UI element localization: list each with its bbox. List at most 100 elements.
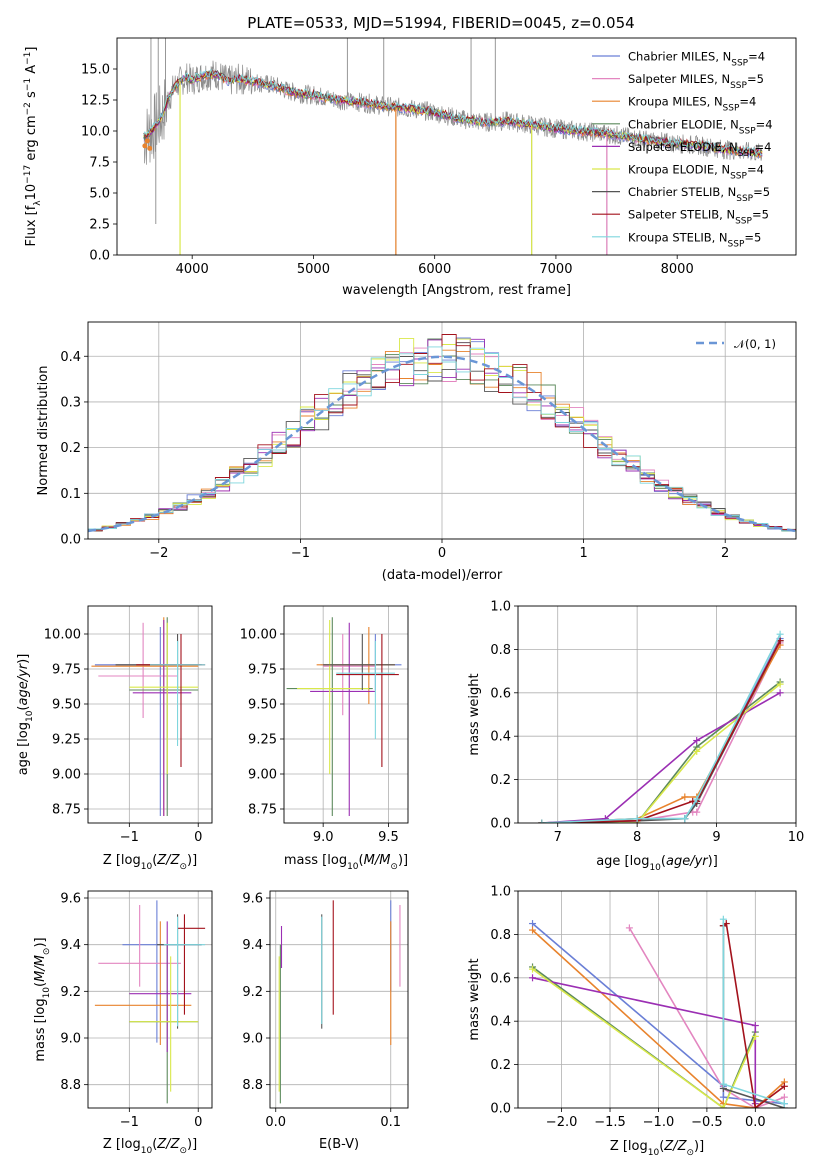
weight-line-salpeter_miles	[541, 642, 781, 823]
x-tick-label: −2	[149, 546, 168, 561]
legend-label-kroupa_elodie-part: =4	[747, 163, 764, 177]
legend-label-chabrier_elodie-part: SSP	[739, 126, 756, 136]
y-axis-label: Flux [fλ10−17 erg cm−2 s−1 A−1]	[23, 47, 43, 247]
legend-label-normal: 𝒩(0, 1)	[734, 337, 776, 351]
x-axis-label-part: (	[661, 854, 666, 869]
legend-label-kroupa_miles-part: Kroupa MILES, N	[628, 95, 723, 109]
axes-mass_vs_z: −1 08.89.09.29.49.6Z [log10(Z/Z⊙)]mass [l…	[33, 890, 213, 1156]
y-axis-label-part: A	[24, 65, 39, 78]
y-axis-label-part: (	[33, 982, 48, 987]
y-tick-label: 10.00	[44, 628, 81, 643]
y-axis-label-part: 10	[25, 710, 35, 722]
x-axis-label-part: 10	[649, 863, 661, 873]
y-tick-label: 8.8	[60, 1078, 81, 1093]
y-tick-label: 0.2	[490, 773, 511, 788]
x-tick-label: 0.1	[380, 1115, 401, 1130]
axes-age_vs_mass: 9.0 9.5 8.75 9.00 9.25 9.50 9.75 10.00 mass [log…	[240, 605, 409, 872]
legend-label-chabrier_stelib: Chabrier STELIB, NSSP=5	[628, 185, 770, 204]
axes-frame	[283, 605, 409, 824]
y-tick-label: 9.0	[242, 1032, 263, 1047]
legend-label-chabrier_miles: Chabrier MILES, NSSP=4	[628, 50, 765, 69]
x-axis-label: E(B-V)	[319, 1137, 359, 1152]
y-tick-label: 9.25	[248, 733, 277, 748]
legend-label-chabrier_elodie: Chabrier ELODIE, NSSP=4	[628, 117, 773, 136]
x-axis-label-part: Z [log	[103, 1137, 141, 1152]
y-axis-label-part: −1	[23, 78, 33, 91]
x-axis-label-part: (	[359, 853, 364, 868]
x-axis-label-part: (	[152, 853, 157, 868]
weight-line-kroupa_stelib	[722, 919, 785, 1105]
legend-label-chabrier_miles-part: =4	[748, 50, 765, 64]
y-axis-label: mass weight	[467, 958, 482, 1040]
legend-label-chabrier_elodie-part: Chabrier ELODIE, N	[628, 117, 739, 131]
x-axis-label-part: mass [log	[284, 853, 347, 868]
x-axis-label-part: age/yr	[666, 854, 709, 869]
x-axis-label-part: 10	[347, 862, 359, 872]
y-tick-label: 2.5	[89, 218, 110, 233]
y-tick-label: 0.6	[490, 971, 511, 986]
model-spectrum-salpeter_stelib	[143, 70, 763, 156]
weight-line-chabrier_stelib	[722, 925, 785, 1108]
weight-line-kroupa_miles	[541, 644, 781, 823]
legend-label-salpeter_stelib-part: SSP	[735, 217, 752, 227]
y-tick-label: 9.25	[52, 733, 81, 748]
x-axis-label-part: age [log	[596, 854, 649, 869]
weight-line-kroupa_elodie	[532, 968, 757, 1108]
x-axis-label: Z [log10(Z/Z⊙)]	[103, 1137, 197, 1156]
x-axis-label-part: Z/Z	[156, 1137, 180, 1152]
y-axis-label-part: )]	[33, 937, 48, 947]
x-tick-label: 6000	[418, 262, 451, 277]
legend-label-salpeter_stelib-part: Salpeter STELIB, N	[628, 208, 735, 222]
model-spectrum-chabrier_stelib	[143, 70, 763, 157]
x-axis-label-part: 10	[141, 1146, 153, 1156]
y-tick-label: 9.2	[60, 985, 81, 1000]
x-axis-label-part: (	[152, 1137, 157, 1152]
x-axis-label: Z [log10(Z/Z⊙)]	[103, 853, 197, 872]
x-tick-label: 0.0	[745, 1115, 766, 1130]
legend-label-salpeter_miles-part: Salpeter MILES, N	[628, 72, 730, 86]
legend-label-salpeter_elodie-part: Salpeter ELODIE, N	[628, 140, 738, 154]
legend-label-kroupa_miles: Kroupa MILES, NSSP=4	[628, 95, 756, 114]
legend-label-salpeter_elodie-part: =4	[755, 140, 772, 154]
legend-label-kroupa_miles-part: SSP	[723, 104, 740, 114]
y-axis-label-part: −17	[23, 165, 33, 184]
weight-line-chabrier_stelib	[541, 640, 781, 823]
x-tick-label: −1	[291, 546, 310, 561]
y-tick-label: 9.4	[242, 938, 263, 953]
y-tick-label: 0.0	[89, 249, 110, 264]
legend-label-salpeter_elodie-part: SSP	[738, 149, 755, 159]
y-axis-label-part: age [log	[16, 722, 31, 775]
plot-area-weight_vs_age	[518, 606, 796, 823]
y-tick-label: 9.00	[52, 768, 81, 783]
y-axis-label-part: M/M	[33, 955, 48, 982]
axes-frame	[517, 605, 797, 824]
y-tick-label: 9.00	[248, 768, 277, 783]
x-tick-label: 0	[194, 1115, 202, 1130]
x-axis-label: mass [log10(M/M⊙)]	[284, 853, 408, 872]
y-tick-label: 0.8	[490, 928, 511, 943]
model-start-marker	[147, 145, 153, 151]
plot-area-mass_vs_ebv	[270, 891, 408, 1108]
model-spectrum-kroupa_stelib	[143, 69, 763, 157]
x-tick-label: 9.5	[378, 830, 399, 845]
y-tick-label: 12.5	[81, 94, 110, 109]
y-tick-label: 5.0	[89, 187, 110, 202]
plot-area-weight_vs_z	[518, 891, 796, 1108]
y-axis-label-part: 10	[24, 184, 39, 201]
y-tick-label: 0.4	[490, 730, 511, 745]
x-tick-label: −1	[120, 830, 139, 845]
y-axis-label: mass weight	[467, 673, 482, 755]
x-axis-label: Z [log10(Z/Z⊙)]	[610, 1139, 704, 1158]
y-tick-label: 9.6	[242, 892, 263, 907]
axes-mass_vs_ebv: 0.0 0.1 8.8 9.0 9.2 9.4 9.6 E(B-V)	[242, 890, 409, 1152]
x-axis-label: age [log10(age/yr)]	[596, 854, 718, 873]
legend-label-salpeter_miles-part: =5	[747, 72, 764, 86]
y-axis-label-part: s	[24, 91, 39, 102]
x-tick-label: 9	[712, 830, 720, 845]
y-tick-label: 9.75	[52, 663, 81, 678]
axes-spectrum: 4000 5000 6000 7000 8000 0.0 2.5 5.0 7.5 10.0 12.5…	[23, 37, 797, 298]
y-axis-label-part: −1	[23, 52, 33, 65]
x-axis-label-part: 10	[141, 862, 153, 872]
y-tick-label: 9.75	[248, 663, 277, 678]
